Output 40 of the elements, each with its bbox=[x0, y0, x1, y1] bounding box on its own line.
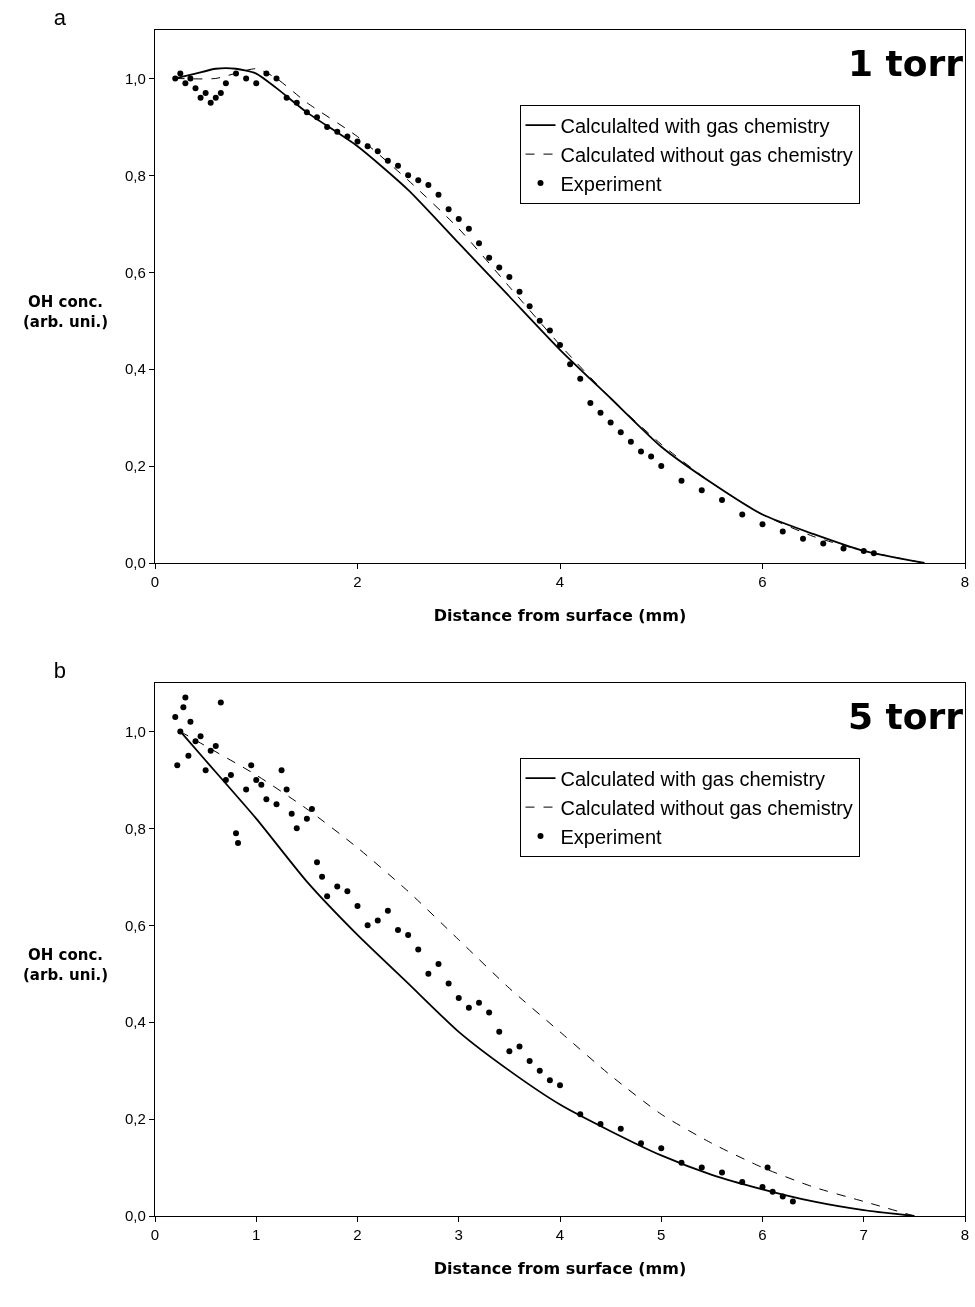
x-tick-label: 6 bbox=[758, 573, 767, 591]
annotation: 5 torr bbox=[848, 696, 964, 737]
x-tick-label: 2 bbox=[353, 573, 362, 591]
x-tick-label: 5 bbox=[657, 1226, 666, 1244]
x-tick-label: 2 bbox=[353, 1226, 362, 1244]
legend-label: Experiment bbox=[560, 172, 663, 195]
chart-title: a bbox=[53, 5, 67, 31]
x-tick-label: 6 bbox=[758, 1226, 767, 1244]
y-tick-label: 0,4 bbox=[125, 1013, 146, 1031]
x-tick-label: 0 bbox=[150, 1226, 160, 1244]
y-tick-label: 1,0 bbox=[125, 69, 146, 87]
x-tick-label: 3 bbox=[454, 1226, 463, 1244]
chart-title: b bbox=[53, 658, 66, 684]
x-tick-label: 8 bbox=[960, 573, 970, 591]
y-tick-label: 0,6 bbox=[125, 263, 146, 281]
legend-label: Experiment bbox=[560, 825, 663, 848]
legend-label: Calculalted with gas chemistry bbox=[560, 114, 830, 137]
legend-label: Calculated without gas chemistry bbox=[560, 796, 853, 819]
y-tick-label: 0,2 bbox=[125, 457, 146, 475]
y-tick-label: 1,0 bbox=[125, 722, 146, 740]
x-tick-label: 4 bbox=[555, 573, 565, 591]
legend-label: Calculated with gas chemistry bbox=[560, 767, 826, 790]
x-axis-title: Distance from surface (mm) bbox=[433, 1259, 687, 1279]
annotation: 1 torr bbox=[848, 43, 964, 84]
y-tick-label: 0,8 bbox=[125, 166, 146, 184]
x-tick-label: 4 bbox=[555, 1226, 565, 1244]
y-axis-title: OH conc. (arb. uni.) bbox=[23, 293, 109, 331]
x-tick-label: 7 bbox=[859, 1226, 868, 1244]
x-axis-title: Distance from surface (mm) bbox=[433, 606, 687, 626]
x-tick-label: 8 bbox=[960, 1226, 970, 1244]
y-tick-label: 0,0 bbox=[125, 1207, 146, 1225]
legend-label: Calculated without gas chemistry bbox=[560, 143, 853, 166]
y-axis-title: OH conc. (arb. uni.) bbox=[23, 946, 109, 984]
y-tick-label: 0,6 bbox=[125, 916, 146, 934]
x-tick-label: 0 bbox=[150, 573, 160, 591]
y-tick-label: 0,2 bbox=[125, 1110, 146, 1128]
y-tick-label: 0,0 bbox=[125, 554, 146, 572]
y-tick-label: 0,4 bbox=[125, 360, 146, 378]
x-tick-label: 1 bbox=[252, 1226, 261, 1244]
y-tick-label: 0,8 bbox=[125, 819, 146, 837]
